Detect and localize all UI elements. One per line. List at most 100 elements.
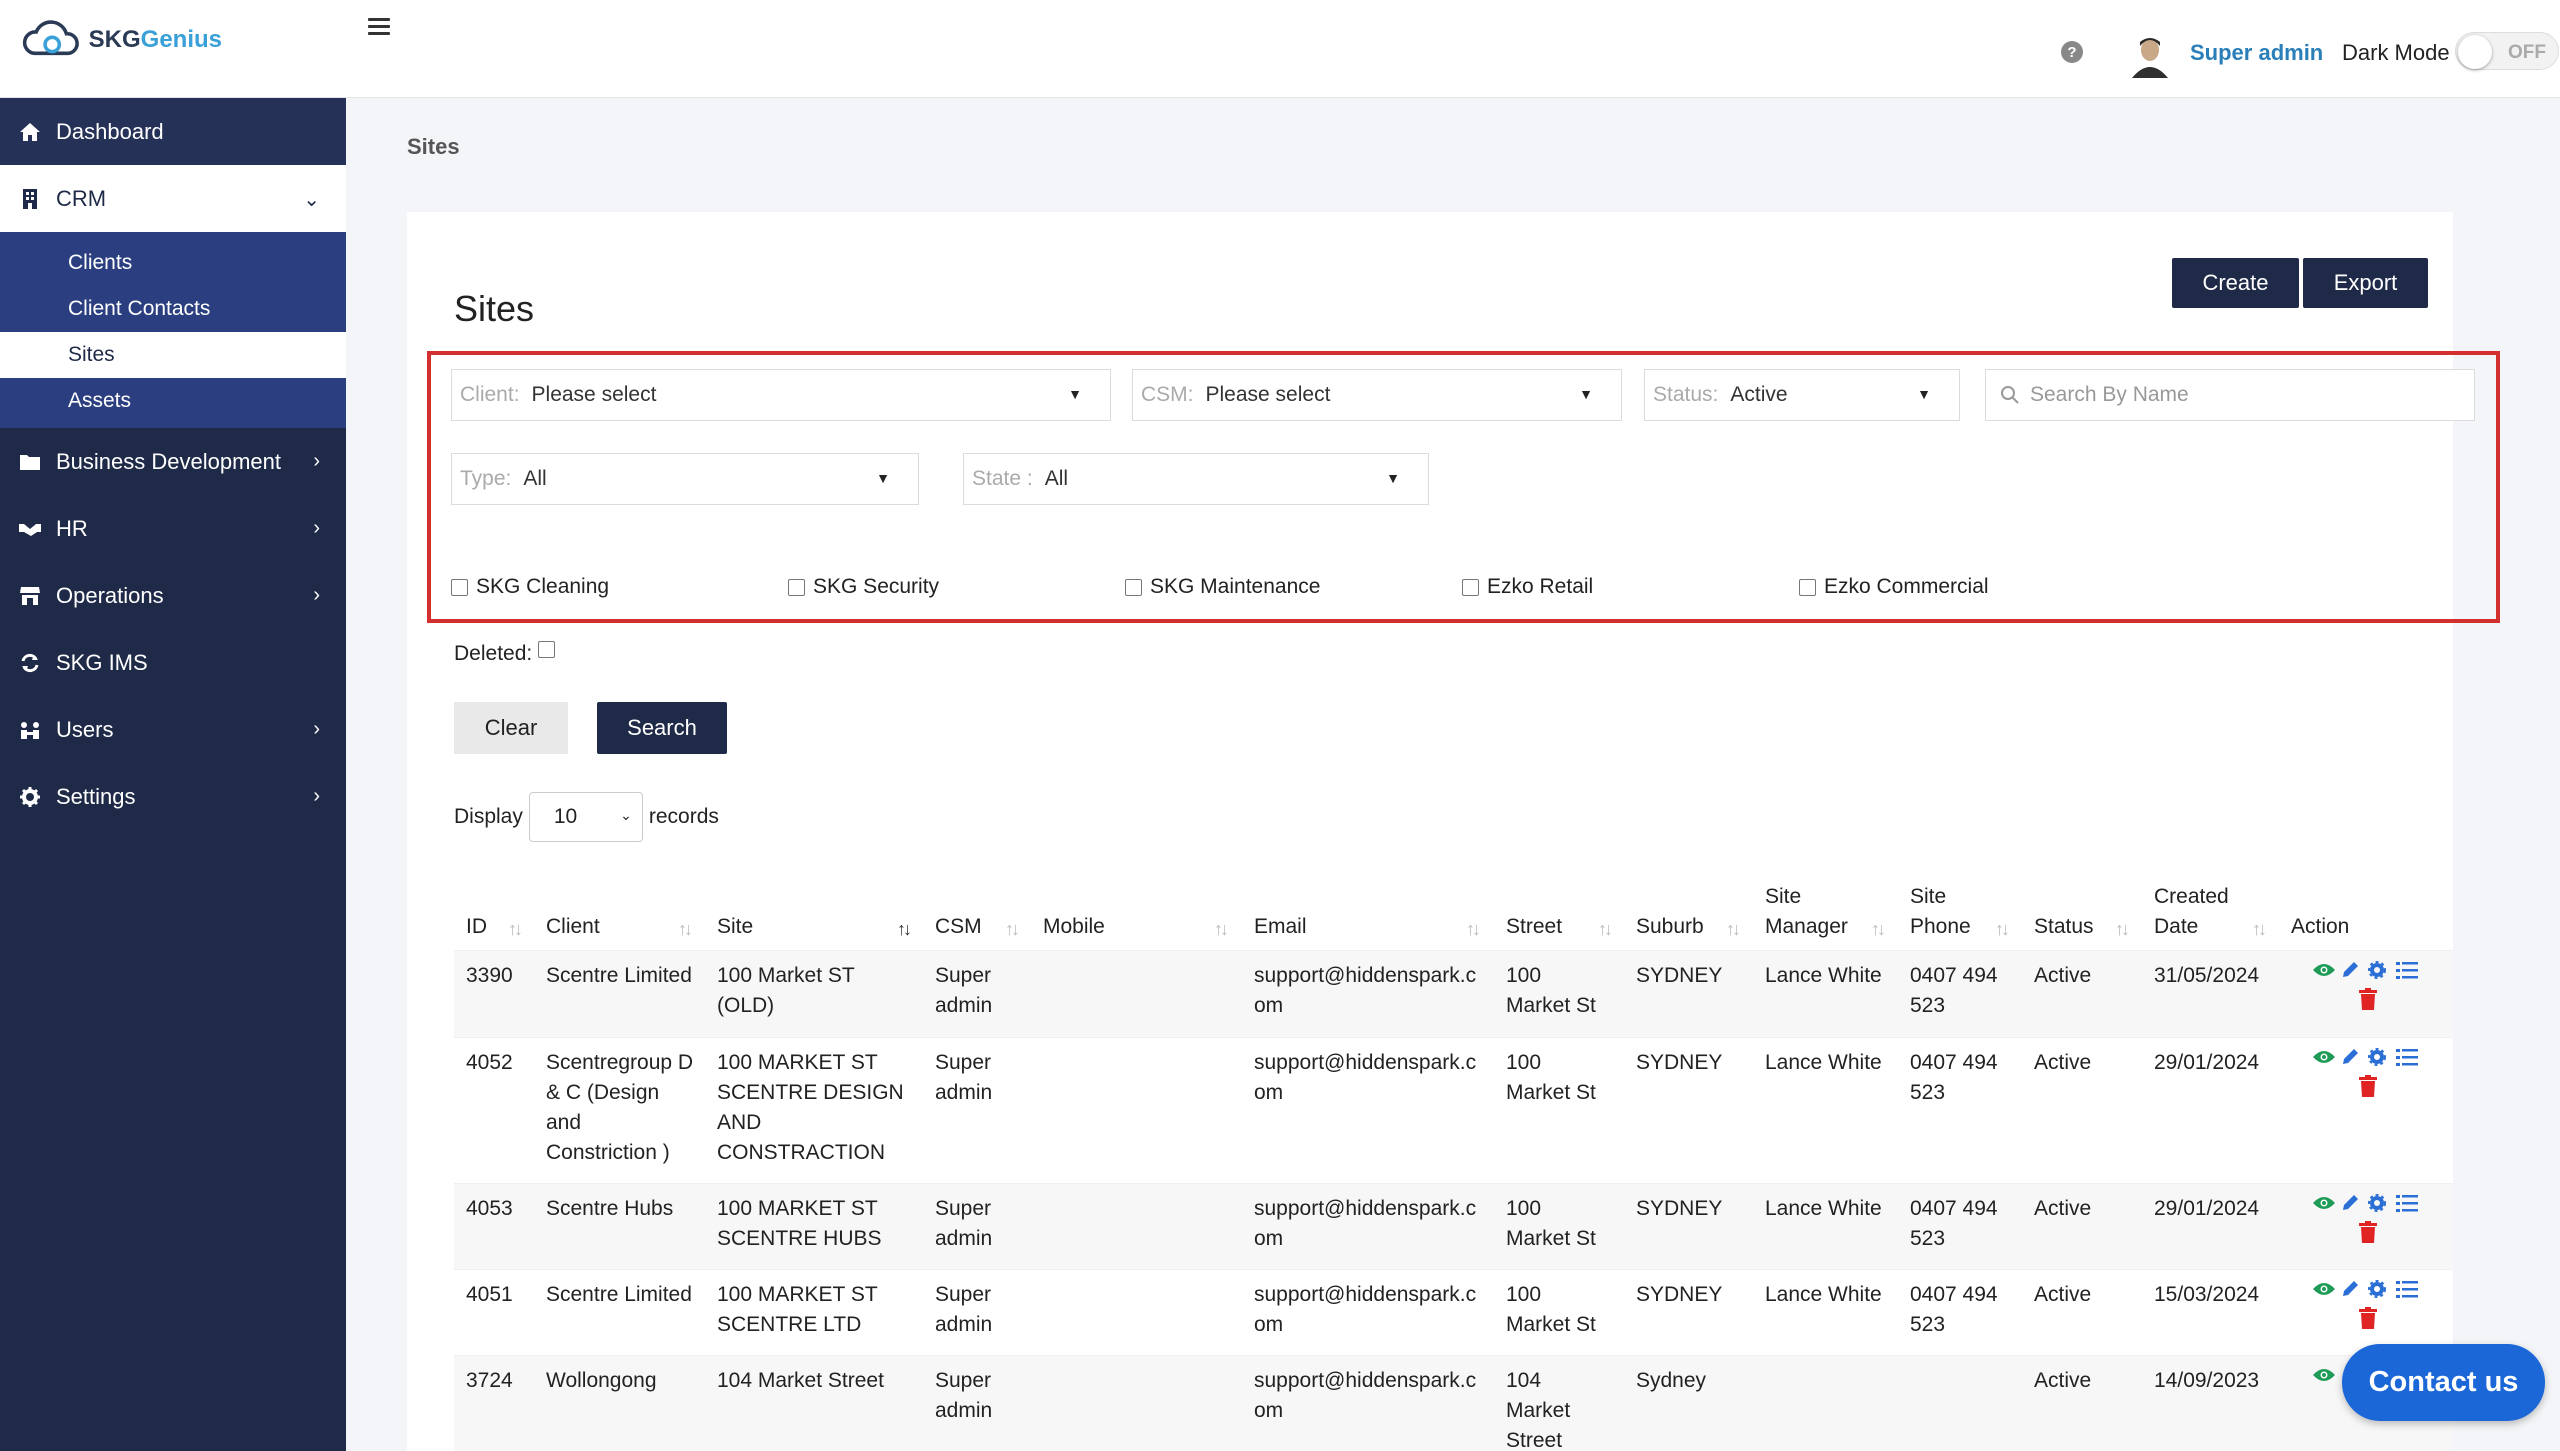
sidebar-item-assets[interactable]: Assets <box>68 389 132 412</box>
gear-icon[interactable] <box>2367 960 2387 985</box>
app-logo[interactable]: SKGGenius <box>22 10 222 70</box>
contact-us-button[interactable]: Contact us <box>2342 1344 2545 1421</box>
sort-icon[interactable]: ↑↓ <box>508 919 523 939</box>
sort-icon[interactable]: ↑↓ <box>2252 919 2267 939</box>
avatar[interactable] <box>2130 34 2170 78</box>
sort-active-icon[interactable]: ↑↓ <box>897 919 912 939</box>
sidebar-item-dashboard[interactable]: Dashboard <box>0 98 346 165</box>
delete-icon[interactable] <box>2359 1307 2377 1334</box>
sidebar-item-settings[interactable]: Settings › <box>0 763 346 830</box>
edit-icon[interactable] <box>2340 1047 2360 1072</box>
checkbox-ezko-retail[interactable]: Ezko Retail <box>1462 575 1593 599</box>
help-icon[interactable]: ? <box>2061 41 2083 63</box>
checkbox-ezko-commercial[interactable]: Ezko Commercial <box>1799 575 1989 599</box>
sidebar-item-users[interactable]: Users › <box>0 696 346 763</box>
edit-icon[interactable] <box>2340 960 2360 985</box>
sidebar-item-clients[interactable]: Clients <box>68 251 133 274</box>
client-select[interactable]: Client: Please select ▼ <box>451 369 1111 421</box>
sidebar-item-label: Dashboard <box>56 118 164 144</box>
state-select[interactable]: State : All ▼ <box>963 453 1429 505</box>
sort-icon[interactable]: ↑↓ <box>1598 919 1613 939</box>
header-site[interactable]: Site <box>717 915 754 938</box>
table-row: 4053 Scentre Hubs 100 MARKET ST SCENTRE … <box>454 1183 2453 1269</box>
sidebar-item-sites[interactable]: Sites <box>0 332 346 378</box>
checkbox[interactable] <box>1462 578 1479 596</box>
header-mobile[interactable]: Mobile <box>1043 915 1105 938</box>
export-button[interactable]: Export <box>2303 258 2428 308</box>
header-csm[interactable]: CSM <box>935 915 982 938</box>
view-icon[interactable] <box>2312 1195 2336 1216</box>
cell-id: 3390 <box>466 964 513 987</box>
dark-mode-toggle[interactable]: OFF <box>2455 32 2559 70</box>
gear-icon[interactable] <box>2367 1047 2387 1072</box>
view-icon[interactable] <box>2312 962 2336 983</box>
sort-icon[interactable]: ↑↓ <box>1214 919 1229 939</box>
sidebar-item-label: Settings <box>56 783 136 809</box>
edit-icon[interactable] <box>2340 1193 2360 1218</box>
header-street[interactable]: Street <box>1506 915 1563 938</box>
header-email[interactable]: Email <box>1254 915 1307 938</box>
checkbox[interactable] <box>788 578 805 596</box>
header-client[interactable]: Client <box>546 915 600 938</box>
search-by-name-input[interactable]: Search By Name <box>1985 369 2475 421</box>
header-id[interactable]: ID <box>466 915 487 938</box>
users-icon <box>18 718 42 742</box>
sidebar-item-business-development[interactable]: Business Development › <box>0 428 346 495</box>
sort-icon[interactable]: ↑↓ <box>1871 919 1886 939</box>
status-select[interactable]: Status: Active ▼ <box>1644 369 1960 421</box>
sort-icon[interactable]: ↑↓ <box>1995 919 2010 939</box>
list-icon[interactable] <box>2396 1279 2418 1304</box>
delete-icon[interactable] <box>2359 1075 2377 1102</box>
sidebar-item-crm[interactable]: CRM ⌄ <box>0 165 346 232</box>
sort-icon[interactable]: ↑↓ <box>1005 919 1020 939</box>
sidebar-item-label: Operations <box>56 582 164 608</box>
deleted-checkbox[interactable] <box>538 640 556 658</box>
sidebar-item-client-contacts[interactable]: Client Contacts <box>68 297 211 320</box>
header-suburb[interactable]: Suburb <box>1636 915 1704 938</box>
checkbox[interactable] <box>451 578 468 596</box>
view-icon[interactable] <box>2312 1281 2336 1302</box>
header-site-manager[interactable]: Site Manager <box>1765 885 1848 938</box>
checkbox-skg-security[interactable]: SKG Security <box>788 575 939 599</box>
sidebar-item-hr[interactable]: HR › <box>0 495 346 562</box>
view-icon[interactable] <box>2312 1049 2336 1070</box>
list-icon[interactable] <box>2396 960 2418 985</box>
sort-icon[interactable]: ↑↓ <box>1726 919 1741 939</box>
cell-id: 4052 <box>466 1051 513 1074</box>
sidebar-item-operations[interactable]: Operations › <box>0 562 346 629</box>
checkbox-skg-maintenance[interactable]: SKG Maintenance <box>1125 575 1320 599</box>
cell-site-phone: 0407 494 523 <box>1910 1283 1998 1336</box>
list-icon[interactable] <box>2396 1193 2418 1218</box>
csm-select[interactable]: CSM: Please select ▼ <box>1132 369 1622 421</box>
view-icon[interactable] <box>2312 1367 2336 1388</box>
delete-icon[interactable] <box>2359 1221 2377 1248</box>
gear-icon[interactable] <box>2367 1193 2387 1218</box>
sidebar-item-skg-ims[interactable]: SKG IMS <box>0 629 346 696</box>
page-size-select[interactable]: 10 ⌄ <box>528 792 643 842</box>
sort-icon[interactable]: ↑↓ <box>2115 919 2130 939</box>
gear-icon[interactable] <box>2367 1279 2387 1304</box>
header-site-phone[interactable]: Site Phone <box>1910 885 1971 938</box>
sort-icon[interactable]: ↑↓ <box>1466 919 1481 939</box>
type-select[interactable]: Type: All ▼ <box>451 453 919 505</box>
edit-icon[interactable] <box>2340 1279 2360 1304</box>
checkbox-skg-cleaning[interactable]: SKG Cleaning <box>451 575 609 599</box>
list-icon[interactable] <box>2396 1047 2418 1072</box>
header-created-date[interactable]: Created Date <box>2154 885 2229 938</box>
delete-icon[interactable] <box>2359 988 2377 1015</box>
cell-site-phone: 0407 494 523 <box>1910 964 1998 1017</box>
checkbox[interactable] <box>1125 578 1142 596</box>
user-name[interactable]: Super admin <box>2190 40 2324 65</box>
clear-button[interactable]: Clear <box>454 702 568 754</box>
menu-toggle-icon[interactable] <box>368 18 390 36</box>
sidebar-item-label: Users <box>56 716 114 742</box>
caret-down-icon: ▼ <box>1068 386 1082 402</box>
header-status[interactable]: Status <box>2034 915 2094 938</box>
search-button[interactable]: Search <box>597 702 727 754</box>
folder-icon <box>18 450 42 474</box>
checkbox[interactable] <box>1799 578 1816 596</box>
sort-icon[interactable]: ↑↓ <box>678 919 693 939</box>
breadcrumb[interactable]: Sites <box>407 134 460 159</box>
create-button[interactable]: Create <box>2172 258 2299 308</box>
cell-site: 100 MARKET ST SCENTRE HUBS <box>717 1197 882 1250</box>
